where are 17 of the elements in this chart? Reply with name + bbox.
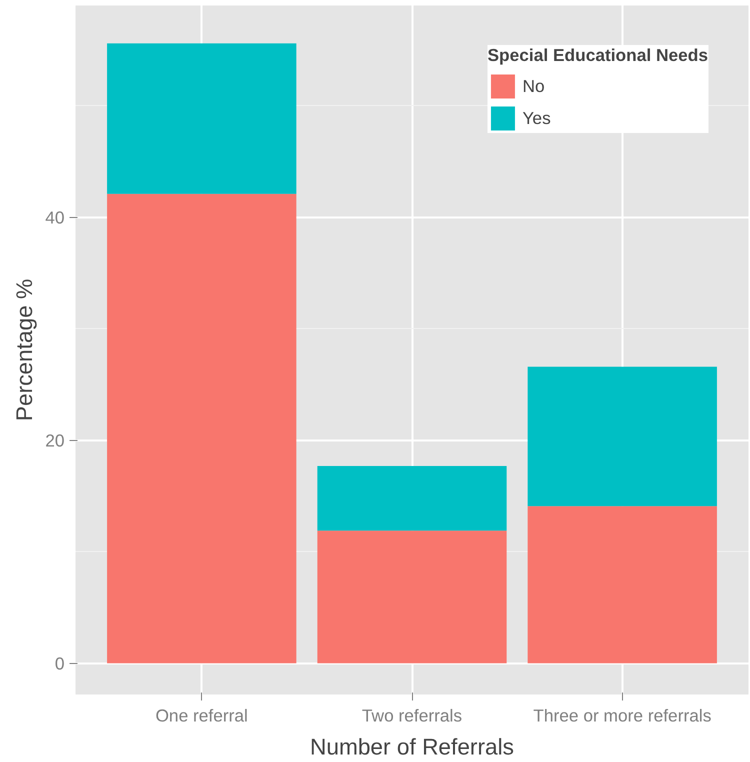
y-tick-label: 0 [54,653,65,674]
x-tick-label: Two referrals [362,706,462,726]
legend-title: Special Educational Needs [487,45,708,66]
y-tick-label: 20 [45,430,65,450]
bar [317,530,507,664]
y-axis-title: Percentage % [11,278,38,422]
legend-label: Yes [522,108,551,128]
bar [528,366,717,506]
x-tick-label: Three or more referrals [533,706,712,726]
legend-label: No [522,76,545,96]
bar [528,506,717,664]
bar [107,43,296,194]
x-tick-label: One referral [155,706,248,726]
bar [107,194,296,664]
bar [317,466,507,531]
x-axis-title: Number of Referrals [310,734,514,760]
y-tick-label: 40 [45,207,65,228]
